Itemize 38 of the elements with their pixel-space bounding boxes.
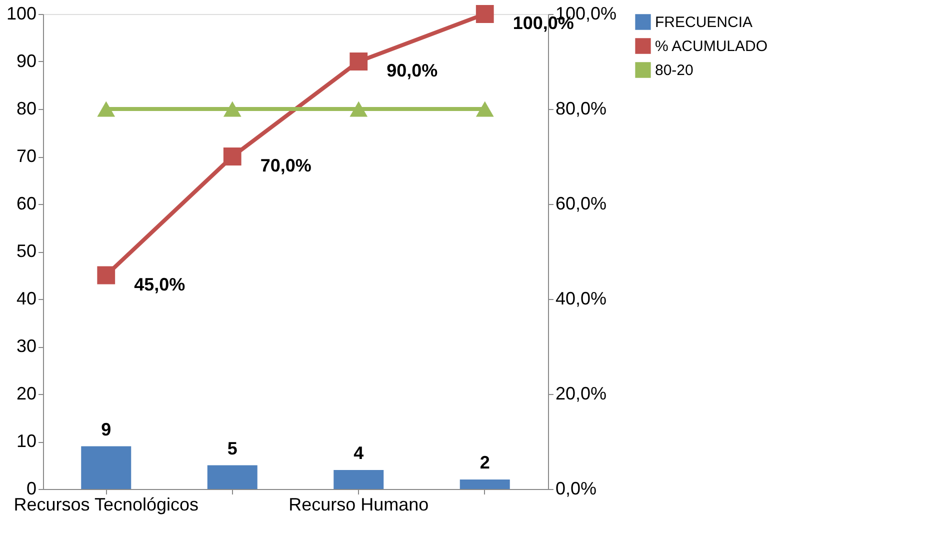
x-tick-label: Recurso Humano [288, 494, 429, 514]
data-label: 70,0% [260, 156, 312, 176]
y2-tick-label: 80,0% [556, 98, 607, 118]
y-tick-label: 100 [6, 4, 36, 24]
bar [460, 480, 510, 489]
data-label: 45,0% [134, 274, 186, 294]
bar [81, 446, 132, 489]
point [97, 101, 116, 117]
point [350, 101, 368, 117]
point [223, 148, 242, 166]
point [223, 101, 242, 117]
y2-tick-label: 60,0% [556, 194, 607, 214]
y2-tick-label: 40,0% [556, 288, 607, 308]
y-tick-label: 20 [16, 384, 36, 404]
bar [207, 465, 258, 489]
y-tick-label: 10 [16, 431, 36, 451]
y-tick-label: 30 [16, 336, 36, 356]
y2-tick-label: 20,0% [556, 384, 607, 404]
y-tick-label: 60 [16, 194, 36, 214]
y-tick-label: 40 [16, 288, 36, 308]
y-tick-label: 80 [16, 98, 36, 118]
legend-label: 80-20 [655, 62, 694, 79]
legend-label: % ACUMULADO [655, 38, 768, 55]
point [97, 266, 116, 284]
data-label: 9 [101, 419, 112, 440]
y-tick-label: 50 [16, 241, 36, 261]
y2-tick-label: 0,0% [556, 478, 597, 498]
point [476, 101, 494, 117]
point [476, 5, 494, 23]
point [350, 52, 368, 70]
data-label: 2 [480, 452, 490, 472]
legend-label: FRECUENCIA [655, 14, 753, 31]
y-tick-label: 90 [16, 51, 36, 71]
data-label: 90,0% [386, 60, 438, 80]
data-label: 4 [354, 443, 364, 463]
bar [334, 470, 384, 489]
data-label: 5 [227, 438, 238, 458]
y-tick-label: 70 [16, 146, 36, 166]
